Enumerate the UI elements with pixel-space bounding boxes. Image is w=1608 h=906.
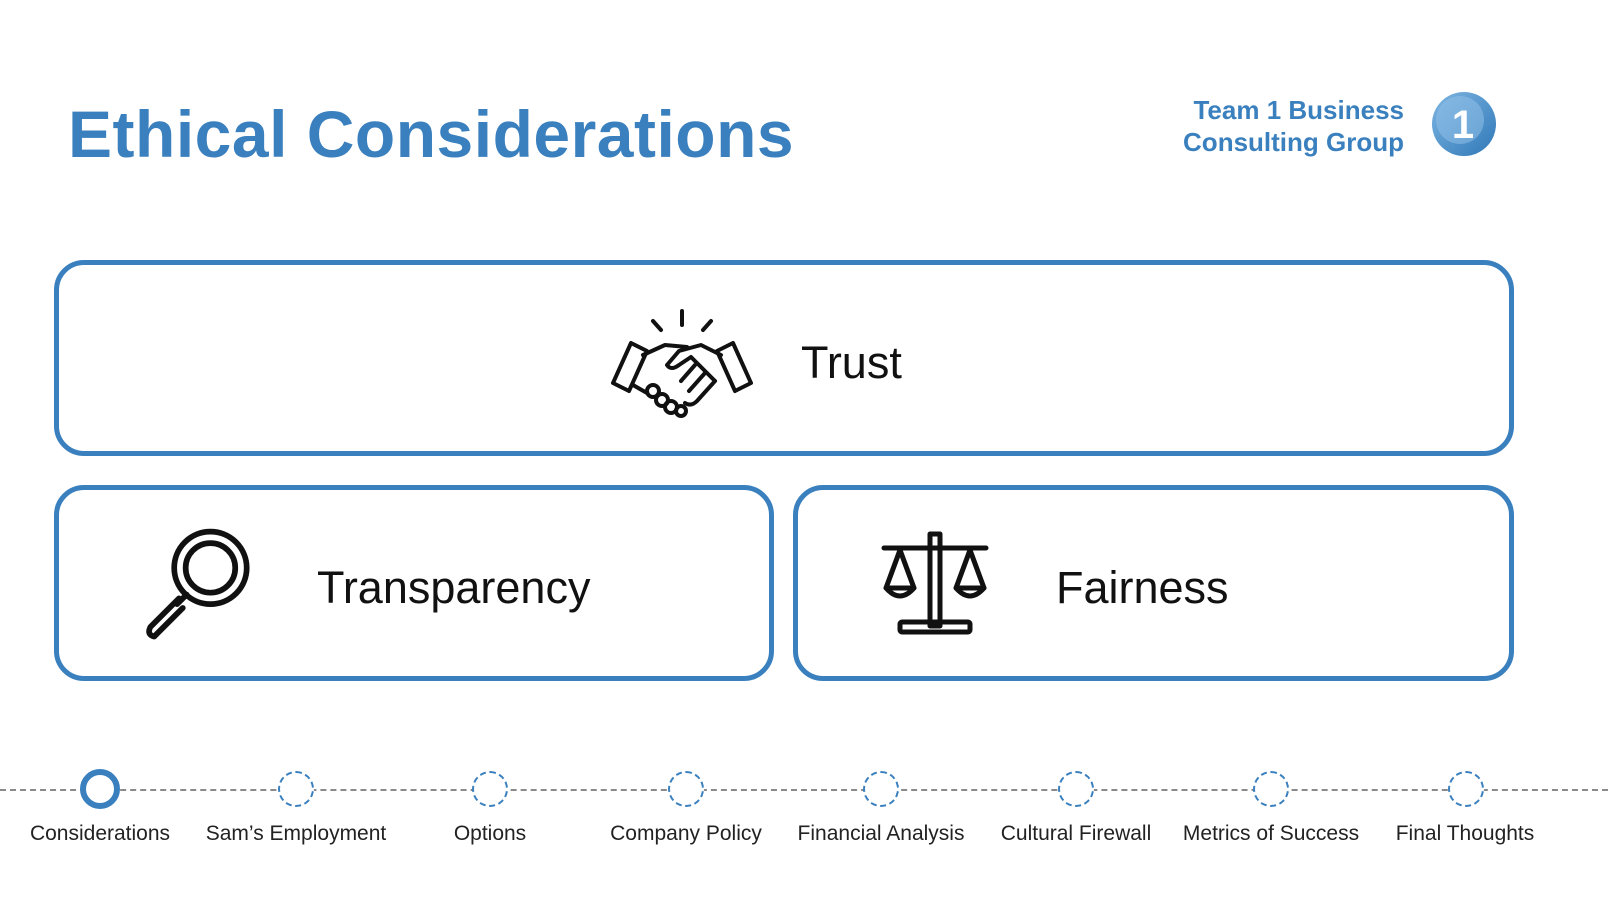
timeline-dot-cultural-firewall[interactable] <box>1058 771 1094 807</box>
brand-line-2: Consulting Group <box>1183 127 1404 157</box>
timeline-nav: Considerations Sam’s Employment Options … <box>0 769 1608 890</box>
timeline-label-final-thoughts[interactable]: Final Thoughts <box>1395 822 1535 845</box>
brand-line-1: Team 1 Business <box>1193 95 1404 125</box>
timeline-line <box>0 789 1608 791</box>
fairness-label: Fairness <box>1056 562 1229 613</box>
trust-card: Trust <box>54 260 1514 456</box>
logo-text: 1 <box>1452 103 1474 147</box>
scales-icon <box>881 531 989 635</box>
timeline-dot-considerations[interactable] <box>80 769 120 809</box>
timeline-label-financial-analysis[interactable]: Financial Analysis <box>797 822 965 845</box>
timeline-label-sams-employment[interactable]: Sam’s Employment <box>205 822 387 845</box>
brand-logo: 1 <box>1432 92 1496 156</box>
timeline-label-company-policy[interactable]: Company Policy <box>610 822 762 845</box>
timeline-label-cultural-firewall[interactable]: Cultural Firewall <box>1000 822 1152 845</box>
timeline-dot-final-thoughts[interactable] <box>1448 771 1484 807</box>
page-title: Ethical Considerations <box>68 97 795 171</box>
timeline-label-options[interactable]: Options <box>453 822 527 845</box>
trust-label: Trust <box>801 337 902 388</box>
timeline-dot-company-policy[interactable] <box>668 771 704 807</box>
timeline-dot-financial-analysis[interactable] <box>863 771 899 807</box>
timeline-dot-metrics-of-success[interactable] <box>1253 771 1289 807</box>
magnifying-glass-icon <box>146 528 250 640</box>
timeline-dot-sams-employment[interactable] <box>278 771 314 807</box>
timeline-dot-options[interactable] <box>472 771 508 807</box>
brand-name: Team 1 Business Consulting Group <box>1183 94 1404 158</box>
handshake-icon <box>611 309 753 418</box>
transparency-card: Transparency <box>54 485 774 681</box>
fairness-card: Fairness <box>793 485 1514 681</box>
transparency-label: Transparency <box>317 562 591 613</box>
timeline-label-considerations[interactable]: Considerations <box>29 822 171 845</box>
timeline-label-metrics-of-success[interactable]: Metrics of Success <box>1182 822 1360 845</box>
